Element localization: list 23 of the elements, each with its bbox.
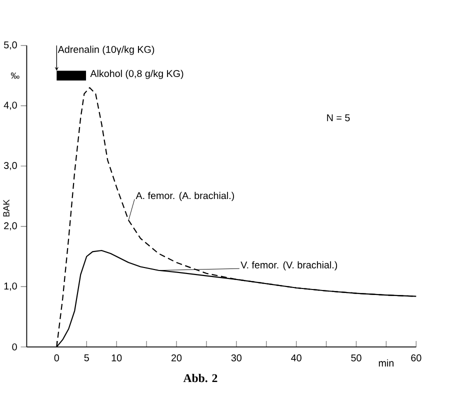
ref-line-label: Adrenalin (10γ/kg KG) bbox=[58, 46, 154, 55]
x-tick-label: 40 bbox=[291, 354, 302, 362]
caption: Abb. 2 bbox=[183, 374, 218, 382]
text: ‰ bbox=[10, 72, 20, 79]
y-tick-label: 4,0 bbox=[4, 102, 17, 110]
y-tick-label: 1,0 bbox=[4, 282, 17, 291]
x-tick-label: 5 bbox=[84, 354, 89, 362]
x-tick-label: 10 bbox=[112, 354, 122, 362]
x-axis-title: min bbox=[378, 359, 394, 366]
y-tick-label: 0 bbox=[12, 343, 17, 350]
annotation: N = 5 bbox=[327, 114, 350, 122]
annotation: Alkohol (0,8 g/kg KG) bbox=[90, 70, 184, 79]
y-axis-title: BAK bbox=[3, 199, 10, 216]
series-label: A. femor. (A. brachial.) bbox=[136, 192, 234, 201]
x-tick-label: 0 bbox=[54, 354, 60, 362]
x-tick-label: 20 bbox=[172, 354, 182, 362]
series-label: V. femor. (V. brachial.) bbox=[240, 261, 338, 270]
y-tick-label: 3,0 bbox=[4, 162, 17, 170]
x-tick-label: 50 bbox=[351, 354, 362, 362]
x-tick-label: 60 bbox=[411, 354, 422, 362]
x-tick-label: 30 bbox=[231, 354, 242, 362]
y-tick-label: 5,0 bbox=[4, 41, 17, 50]
y-tick-label: 2,0 bbox=[4, 222, 17, 230]
